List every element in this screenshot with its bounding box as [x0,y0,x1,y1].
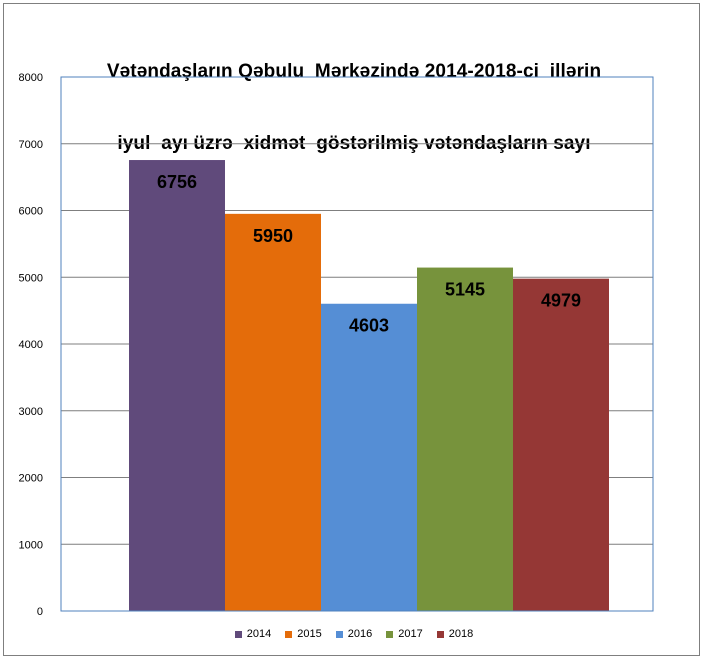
legend-swatch [285,630,293,638]
y-tick-label: 8000 [19,72,43,84]
y-tick-label: 3000 [19,406,43,418]
legend-item-2014: 2014 [234,628,272,640]
legend-item-2015: 2015 [285,628,322,640]
legend-swatch [386,630,394,638]
legend-label: 2016 [347,628,373,640]
y-tick-label: 1000 [19,539,43,551]
data-label-2018: 4979 [541,291,581,311]
y-tick-label: 4000 [19,339,43,351]
y-tick-label: 7000 [19,139,43,151]
data-labels: 6756 5950 4603 5145 4979 [157,172,581,336]
bar-2014 [129,160,225,612]
legend: 2014 2015 2016 2017 2018 [0,628,708,640]
y-tick-label: 5000 [19,272,43,284]
legend-item-2018: 2018 [436,628,474,640]
bars [129,160,609,612]
legend-item-2016: 2016 [335,628,373,640]
legend-swatch [436,630,444,638]
legend-label: 2018 [448,628,474,640]
bar-2015 [225,213,321,611]
y-tick-label: 2000 [19,473,43,485]
data-label-2016: 4603 [349,316,389,336]
data-label-2017: 5145 [445,280,485,300]
data-label-2014: 6756 [157,172,197,192]
legend-swatch [335,630,343,638]
bar-2018 [513,278,609,611]
legend-swatch [234,630,242,638]
y-tick-label: 0 [37,606,43,618]
legend-item-2017: 2017 [386,628,423,640]
legend-label: 2017 [398,628,423,640]
data-label-2015: 5950 [253,226,293,246]
y-axis-tick-labels: 0 1000 2000 3000 4000 5000 6000 7000 8000 [19,72,43,618]
legend-label: 2014 [246,628,272,640]
plot-area-border [60,76,654,612]
bar-2016 [321,303,417,611]
legend-label: 2015 [297,628,322,640]
bar-2017 [417,267,513,611]
y-tick-label: 6000 [19,206,43,218]
